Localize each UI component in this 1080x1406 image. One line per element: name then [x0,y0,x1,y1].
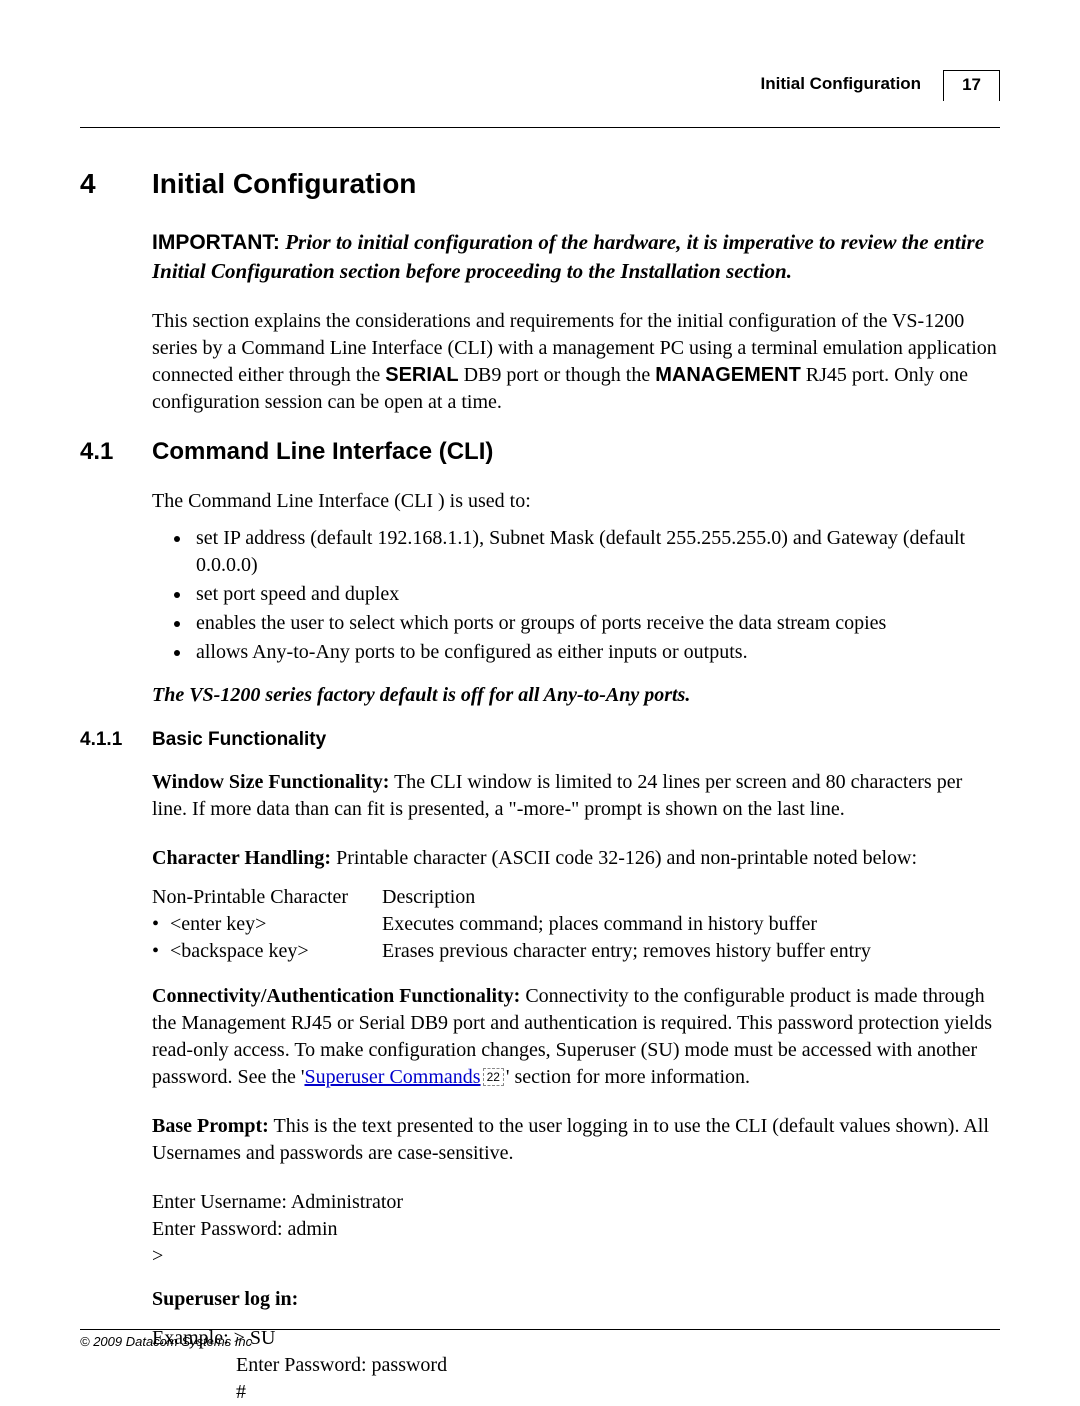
list-item: set port speed and duplex [192,581,1000,608]
subsubsection-number: 4.1.1 [80,729,152,751]
non-printable-table: Non-Printable Character Description • <e… [152,884,1000,965]
np-key: <backspace key> [170,938,382,965]
section-4-heading: 4 Initial Configuration [80,168,1000,200]
char-handling-label: Character Handling: [152,847,331,869]
page-ref-box: 22 [483,1068,504,1086]
login-line: Enter Password: admin [152,1216,1000,1243]
col-header-1: Non-Printable Character [152,884,382,911]
su-line: # [236,1379,1000,1406]
serial-label: SERIAL [385,364,458,386]
base-prompt-label: Base Prompt: [152,1115,269,1137]
connectivity-text2: ' section for more information. [506,1066,750,1088]
page: Initial Configuration 17 4 Initial Confi… [0,0,1080,1397]
subsubsection-title: Basic Functionality [152,729,326,751]
intro-paragraph: This section explains the considerations… [152,308,1000,416]
header-title: Initial Configuration [761,70,936,101]
intro-part2: DB9 port or though the [459,364,656,386]
table-row: • <backspace key> Erases previous charac… [152,938,1000,965]
subsection-title: Command Line Interface (CLI) [152,438,493,466]
important-label: IMPORTANT: [152,231,280,254]
factory-default-note: The VS-1200 series factory default is of… [152,684,1000,707]
su-line: Enter Password: password [236,1352,1000,1379]
np-key: <enter key> [170,911,382,938]
table-row: • <enter key> Executes command; places c… [152,911,1000,938]
list-item: enables the user to select which ports o… [192,610,1000,637]
important-note: IMPORTANT: Prior to initial configuratio… [152,228,1000,286]
col-header-2: Description [382,884,1000,911]
body-4-1: The Command Line Interface (CLI ) is use… [152,488,1000,707]
base-prompt-text: This is the text presented to the user l… [152,1115,989,1164]
body-4-1-1: Window Size Functionality: The CLI windo… [152,769,1000,1406]
header-page-number: 17 [943,70,1000,101]
footer-rule [80,1329,1000,1330]
section-number: 4 [80,168,152,200]
connectivity-label: Connectivity/Authentication Functionalit… [152,985,520,1007]
section-4-1-heading: 4.1 Command Line Interface (CLI) [80,438,1000,466]
management-label: MANAGEMENT [655,364,801,386]
login-line: Enter Username: Administrator [152,1189,1000,1216]
section-title: Initial Configuration [152,168,416,200]
bullet-icon: • [152,911,170,938]
list-item: allows Any-to-Any ports to be configured… [192,639,1000,666]
content: 4 Initial Configuration IMPORTANT: Prior… [80,128,1000,1406]
bullet-icon: • [152,938,170,965]
np-desc: Executes command; places command in hist… [382,911,1000,938]
footer-text: © 2009 Datacom Systems Inc [80,1334,1000,1349]
page-header: Initial Configuration 17 [80,70,1000,101]
base-prompt-paragraph: Base Prompt: This is the text presented … [152,1113,1000,1167]
body: IMPORTANT: Prior to initial configuratio… [152,228,1000,416]
np-desc: Erases previous character entry; removes… [382,938,1000,965]
window-size-label: Window Size Functionality: [152,771,389,793]
page-footer: © 2009 Datacom Systems Inc [80,1329,1000,1349]
char-handling-paragraph: Character Handling: Printable character … [152,845,1000,872]
char-handling-text: Printable character (ASCII code 32-126) … [331,847,917,869]
table-header: Non-Printable Character Description [152,884,1000,911]
superuser-login-label: Superuser log in: [152,1288,1000,1311]
subsection-number: 4.1 [80,438,152,466]
connectivity-paragraph: Connectivity/Authentication Functionalit… [152,983,1000,1091]
login-example: Enter Username: Administrator Enter Pass… [152,1189,1000,1270]
cli-intro: The Command Line Interface (CLI ) is use… [152,488,1000,515]
window-size-paragraph: Window Size Functionality: The CLI windo… [152,769,1000,823]
login-line: > [152,1243,1000,1270]
cli-bullet-list: set IP address (default 192.168.1.1), Su… [192,525,1000,666]
list-item: set IP address (default 192.168.1.1), Su… [192,525,1000,579]
section-4-1-1-heading: 4.1.1 Basic Functionality [80,729,1000,751]
superuser-commands-link[interactable]: Superuser Commands [304,1066,480,1088]
